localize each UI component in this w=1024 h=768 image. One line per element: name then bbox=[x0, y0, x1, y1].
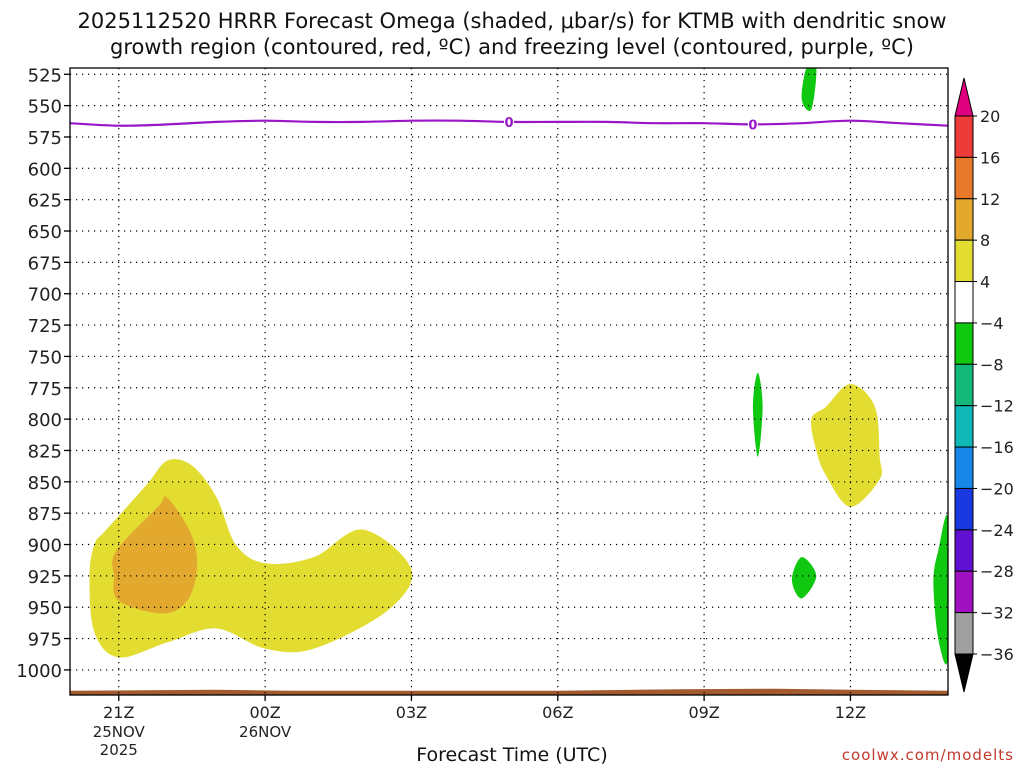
colorbar-label: 16 bbox=[980, 148, 1000, 167]
y-tick-label: 675 bbox=[28, 253, 62, 274]
colorbar-label: −8 bbox=[980, 355, 1004, 374]
freezing-level-label: 0 bbox=[504, 116, 513, 131]
omega-region-3 bbox=[801, 68, 817, 111]
freezing-label-bg-0 bbox=[504, 114, 514, 129]
x-tick-label: 00Z bbox=[249, 703, 280, 722]
omega-region-1 bbox=[112, 496, 198, 614]
x-tick-label: 03Z bbox=[396, 703, 427, 722]
y-tick-label: 925 bbox=[28, 567, 62, 588]
colorbar-label: −28 bbox=[980, 562, 1014, 581]
colorbar-label: 20 bbox=[980, 107, 1000, 126]
y-tick-label: 975 bbox=[28, 630, 62, 651]
y-tick-label: 950 bbox=[28, 598, 62, 619]
x-tick-label: 09Z bbox=[688, 703, 719, 722]
chart-title-line2: growth region (contoured, red, ºC) and f… bbox=[110, 35, 914, 59]
colorbar-label: 8 bbox=[980, 231, 990, 250]
y-tick-label: 850 bbox=[28, 473, 62, 494]
colorbar-swatch bbox=[954, 446, 974, 489]
credit-text: coolwx.com/modelts bbox=[841, 746, 1014, 764]
colorbar-label: 4 bbox=[980, 273, 990, 292]
colorbar-swatch bbox=[954, 239, 974, 283]
colorbar-swatch bbox=[954, 322, 974, 365]
y-tick-label: 575 bbox=[28, 128, 62, 149]
terrain-fill bbox=[70, 688, 948, 695]
colorbar-swatch bbox=[954, 570, 974, 614]
y-tick-label: 1000 bbox=[16, 661, 62, 682]
y-tick-label: 650 bbox=[28, 222, 62, 243]
y-tick-label: 550 bbox=[28, 97, 62, 118]
colorbar-swatch bbox=[954, 405, 974, 448]
y-tick-label: 800 bbox=[28, 410, 62, 431]
y-axis: 525 550 575 600 625 650 675 700 725 750 775 800 825 8… bbox=[16, 65, 70, 682]
colorbar-top-arrow bbox=[954, 77, 974, 117]
x-tick-label: 06Z bbox=[542, 703, 573, 722]
y-tick-label: 775 bbox=[28, 379, 62, 400]
grid-layer bbox=[70, 68, 948, 695]
colorbar-swatch bbox=[954, 115, 974, 158]
x-tick-label: 12Z bbox=[835, 703, 866, 722]
y-tick-label: 525 bbox=[28, 65, 62, 86]
y-tick-label: 625 bbox=[28, 191, 62, 212]
colorbar-swatch bbox=[954, 363, 974, 407]
colorbar-label: −24 bbox=[980, 521, 1014, 540]
colorbar-swatch bbox=[954, 156, 974, 200]
x-tick-year: 2025 bbox=[100, 741, 138, 759]
freezing-label-bg-1 bbox=[747, 117, 758, 132]
colorbar-swatch bbox=[954, 529, 974, 572]
colorbar-label: 12 bbox=[980, 190, 1000, 209]
colorbar: 20 16 12 8 4 −4 −8 −12 −16 −20 −24 −28 −32 −36 bbox=[954, 77, 1014, 693]
plot-frame bbox=[69, 67, 949, 696]
x-tick-date: 25NOV bbox=[93, 723, 146, 741]
y-tick-label: 825 bbox=[28, 441, 62, 462]
colorbar-label: −32 bbox=[980, 604, 1014, 623]
x-tick-label: 21Z bbox=[103, 703, 134, 722]
y-tick-label: 725 bbox=[28, 316, 62, 337]
chart-title: 2025112520 HRRR Forecast Omega (shaded, … bbox=[0, 8, 1024, 60]
y-tick-label: 900 bbox=[28, 536, 62, 557]
terrain-layer bbox=[70, 688, 948, 695]
colorbar-swatch bbox=[954, 612, 974, 655]
colorbar-bottom-arrow bbox=[954, 653, 974, 693]
y-tick-label: 700 bbox=[28, 285, 62, 306]
omega-region-2 bbox=[811, 384, 883, 507]
colorbar-swatch bbox=[954, 281, 974, 324]
colorbar-label: −36 bbox=[980, 645, 1014, 664]
chart-title-line1: 2025112520 HRRR Forecast Omega (shaded, … bbox=[77, 9, 947, 33]
omega-region-5 bbox=[791, 557, 817, 599]
x-tick-date: 26NOV bbox=[239, 723, 292, 741]
colorbar-label: −16 bbox=[980, 438, 1014, 457]
colorbar-swatch bbox=[954, 198, 974, 241]
colorbar-swatch bbox=[954, 487, 974, 531]
colorbar-label: −4 bbox=[980, 314, 1004, 333]
y-tick-label: 600 bbox=[28, 159, 62, 180]
y-tick-label: 875 bbox=[28, 504, 62, 525]
freezing-level-label: 0 bbox=[748, 118, 757, 133]
omega-region-4 bbox=[752, 372, 763, 457]
y-tick-label: 750 bbox=[28, 347, 62, 368]
omega-shading-layer bbox=[89, 68, 948, 665]
colorbar-label: −12 bbox=[980, 397, 1014, 416]
colorbar-label: −20 bbox=[980, 479, 1014, 498]
omega-region-6 bbox=[933, 515, 948, 665]
plot-frame-layer bbox=[69, 67, 949, 696]
x-axis-title: Forecast Time (UTC) bbox=[416, 744, 608, 766]
